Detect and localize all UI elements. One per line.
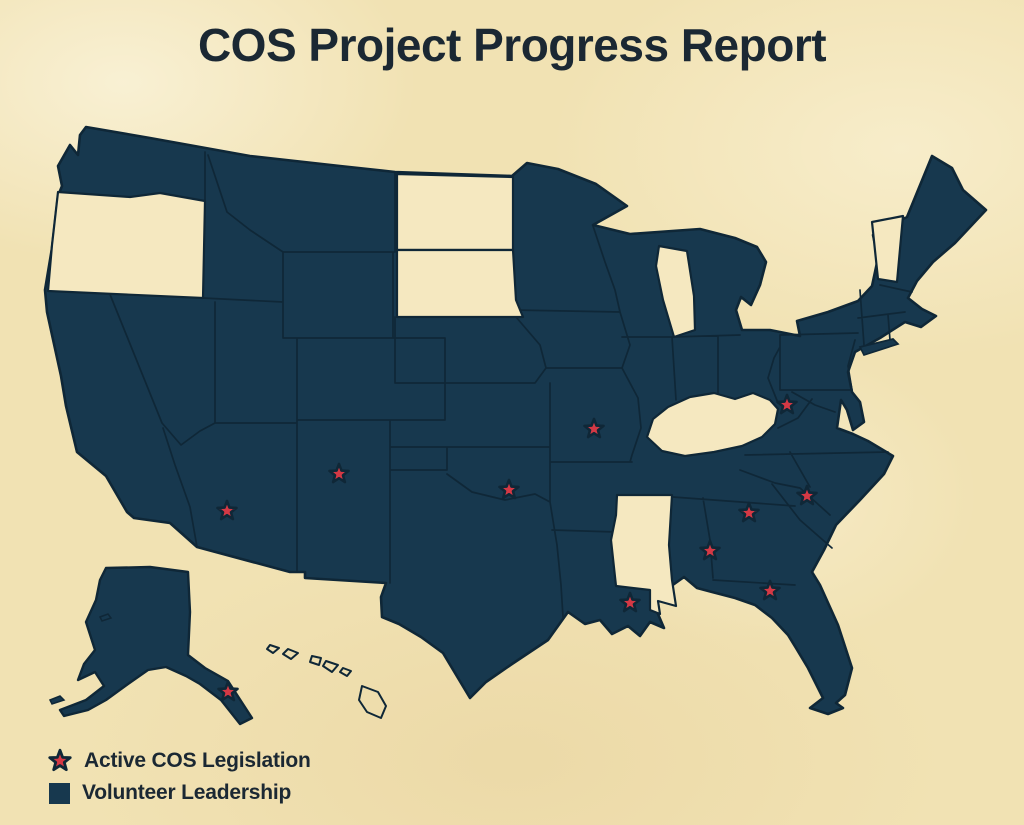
- state-alaska: [58, 565, 254, 726]
- contiguous-us-landmass: [43, 125, 988, 716]
- legend-label-volunteer-leadership: Volunteer Leadership: [82, 781, 292, 804]
- state-mississippi: [609, 493, 678, 616]
- lake-michigan: [654, 244, 697, 339]
- page-title: COS Project Progress Report: [197, 19, 827, 71]
- active-legislation-star-icon: [48, 748, 72, 772]
- volunteer-leadership-swatch-icon: [49, 782, 70, 804]
- state-hawaii: [266, 644, 387, 719]
- state-vermont: [870, 214, 905, 284]
- state-oregon: [46, 190, 207, 300]
- alaska-aleutian-islands: [48, 613, 113, 705]
- state-south-dakota: [395, 248, 525, 319]
- legend: Active COS Legislation Volunteer Leaders…: [46, 747, 311, 807]
- legend-item-active-legislation: Active COS Legislation: [46, 747, 311, 775]
- long-island: [858, 338, 900, 357]
- state-kentucky: [645, 391, 780, 458]
- legend-label-active-legislation: Active COS Legislation: [84, 749, 311, 772]
- legend-item-volunteer-leadership: Volunteer Leadership: [46, 779, 311, 807]
- state-north-dakota: [395, 172, 515, 252]
- excluded-states: [46, 172, 905, 616]
